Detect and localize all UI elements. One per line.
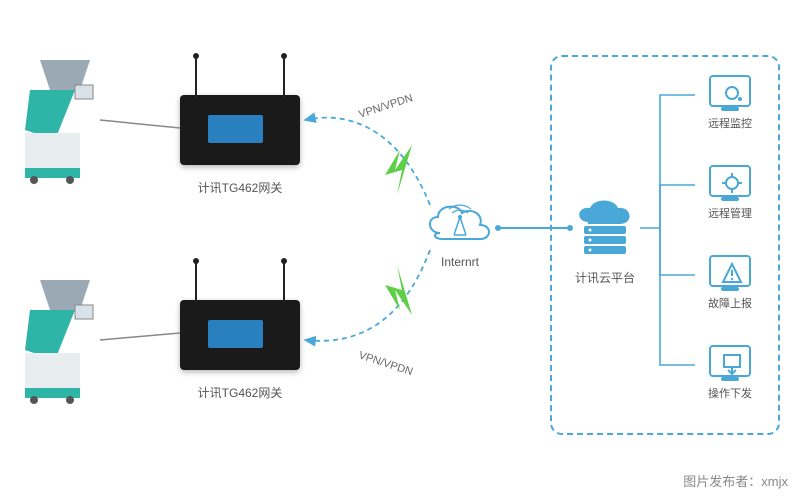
gear-icon xyxy=(709,165,751,197)
service-operation-dispatch: 操作下发 xyxy=(700,345,760,401)
service-remote-monitor: 远程监控 xyxy=(700,75,760,131)
cloud-server-label: 计讯云平台 xyxy=(570,269,640,286)
service-fault-report: 故障上报 xyxy=(700,255,760,311)
service-label-3: 操作下发 xyxy=(700,385,760,401)
service-label-2: 故障上报 xyxy=(700,295,760,311)
service-label-1: 远程管理 xyxy=(700,205,760,221)
cloud-server: 计讯云平台 xyxy=(570,200,640,286)
gateway-1-label: 计讯TG462网关 xyxy=(180,179,300,196)
service-remote-manage: 远程管理 xyxy=(700,165,760,221)
download-icon xyxy=(709,345,751,377)
publisher-label: 图片发布者：xmjx xyxy=(683,471,788,490)
diagram-canvas: 计讯TG462网关 计讯TG462网关 Internrt 计讯云平 xyxy=(0,0,800,500)
gateway-2: 计讯TG462网关 xyxy=(180,300,300,401)
gateway-2-label: 计讯TG462网关 xyxy=(180,384,300,401)
sorting-machine-2 xyxy=(20,275,110,395)
internet-cloud: Internrt xyxy=(420,195,500,269)
internet-label: Internrt xyxy=(420,255,500,269)
gateway-1: 计讯TG462网关 xyxy=(180,95,300,196)
vpn-label-top: VPN/VPDN xyxy=(357,92,414,121)
service-label-0: 远程监控 xyxy=(700,115,760,131)
camera-icon xyxy=(709,75,751,107)
alert-icon xyxy=(709,255,751,287)
sorting-machine-1 xyxy=(20,55,110,175)
vpn-label-bottom: VPN/VPDN xyxy=(357,349,414,378)
